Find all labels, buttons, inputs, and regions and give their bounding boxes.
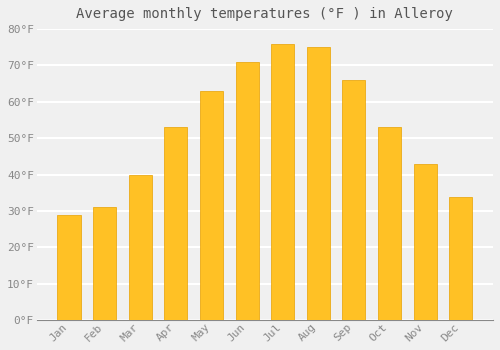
Bar	[236, 62, 258, 320]
Bar	[306, 47, 330, 320]
Bar	[164, 127, 188, 320]
Bar	[93, 208, 116, 320]
Bar	[271, 44, 294, 320]
Bar	[449, 196, 472, 320]
Bar	[342, 80, 365, 320]
Bar	[58, 215, 80, 320]
Title: Average monthly temperatures (°F ) in Alleroy: Average monthly temperatures (°F ) in Al…	[76, 7, 454, 21]
Bar	[200, 91, 223, 320]
Bar	[128, 175, 152, 320]
Bar	[414, 164, 436, 320]
Bar	[378, 127, 401, 320]
